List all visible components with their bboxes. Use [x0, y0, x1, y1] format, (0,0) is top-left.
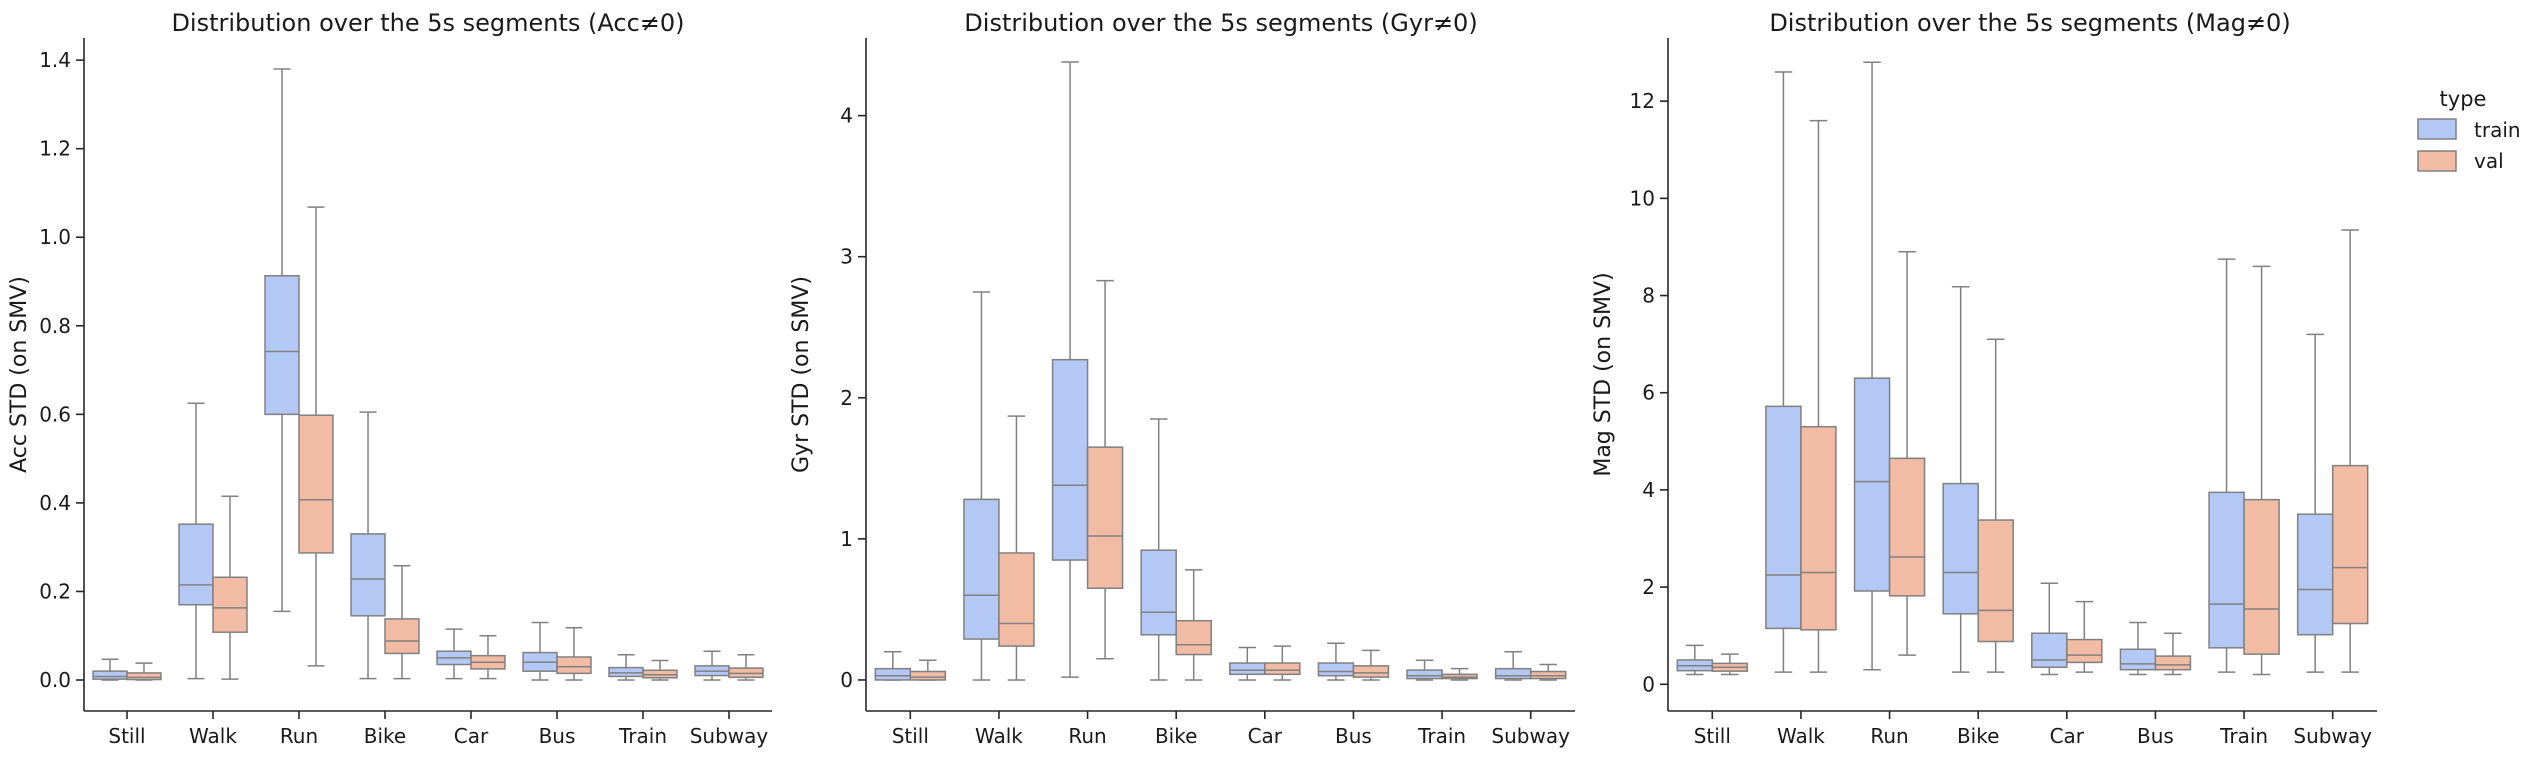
- box-bus-val: [1352, 665, 1390, 678]
- box-still-train: [92, 670, 128, 680]
- y-tick-label: 1.0: [39, 225, 71, 249]
- box-run-val: [298, 414, 334, 554]
- x-tick-label-still: Still: [108, 724, 145, 748]
- box-subway-train: [2296, 513, 2334, 636]
- box-walk-val: [998, 552, 1035, 647]
- y-tick-label: 1.4: [39, 48, 71, 72]
- box-walk-val: [1800, 425, 1837, 631]
- x-tick-label-train: Train: [618, 724, 667, 748]
- box-bike-val: [384, 618, 420, 655]
- y-tick-label: 0.8: [39, 314, 71, 338]
- box-train-train: [608, 666, 644, 678]
- box-bus-train: [2119, 648, 2157, 671]
- box-car-val: [1264, 662, 1301, 676]
- y-tick-label: 2: [840, 386, 853, 410]
- x-tick-label-car: Car: [454, 724, 489, 748]
- x-tick-label-walk: Walk: [1777, 724, 1825, 748]
- x-tick-label-bike: Bike: [1957, 724, 1999, 748]
- box-car-val: [2066, 638, 2103, 664]
- box-run-val: [1888, 457, 1926, 597]
- y-tick-label: 12: [1630, 89, 1655, 113]
- x-tick-label-walk: Walk: [189, 724, 237, 748]
- y-tick-label: 0.2: [39, 579, 71, 603]
- y-axis-label: Mag STD (on SMV): [1591, 272, 1616, 476]
- x-tick-label-bus: Bus: [1335, 724, 1372, 748]
- legend-swatch-val: [2417, 150, 2457, 172]
- y-tick-label: 10: [1630, 186, 1655, 210]
- box-still-val: [126, 672, 162, 681]
- x-tick-label-train: Train: [2219, 724, 2268, 748]
- box-bike-val: [1175, 619, 1212, 656]
- box-walk-val: [212, 576, 248, 633]
- legend-label-train: train: [2474, 118, 2521, 142]
- x-tick-label-bike: Bike: [364, 724, 406, 748]
- y-tick-label: 0.6: [39, 402, 71, 426]
- chart-title: Distribution over the 5s segments (Gyr≠0…: [964, 9, 1477, 37]
- legend-swatch-train: [2417, 118, 2457, 140]
- box-still-train: [874, 667, 912, 681]
- box-bike-train: [350, 533, 386, 617]
- box-subway-val: [2331, 464, 2369, 625]
- box-run-val: [1086, 446, 1124, 590]
- x-tick-label-run: Run: [1068, 724, 1106, 748]
- box-subway-train: [1494, 667, 1532, 680]
- chart-panel-gyr: Distribution over the 5s segments (Gyr≠0…: [789, 9, 1575, 748]
- x-tick-label-subway: Subway: [2293, 724, 2372, 748]
- box-walk-train: [178, 523, 214, 606]
- box-bike-train: [1140, 549, 1177, 636]
- x-tick-label-bus: Bus: [539, 724, 576, 748]
- box-run-train: [264, 275, 300, 416]
- x-tick-label-bike: Bike: [1155, 724, 1197, 748]
- y-tick-label: 4: [1642, 478, 1655, 502]
- x-tick-label-car: Car: [1248, 724, 1283, 748]
- chart-panel-mag: Distribution over the 5s segments (Mag≠0…: [1591, 9, 2377, 748]
- box-bus-train: [1317, 662, 1355, 677]
- y-tick-label: 0.4: [39, 491, 71, 515]
- box-car-train: [2031, 632, 2068, 669]
- y-tick-label: 8: [1642, 284, 1655, 308]
- legend: type train val: [2417, 87, 2521, 173]
- y-tick-label: 4: [840, 104, 853, 128]
- x-tick-label-still: Still: [1694, 724, 1731, 748]
- x-tick-label-still: Still: [892, 724, 929, 748]
- box-run-train: [1853, 377, 1891, 592]
- box-car-train: [1229, 662, 1266, 676]
- x-tick-label-bus: Bus: [2137, 724, 2174, 748]
- box-bus-val: [2154, 655, 2192, 671]
- y-tick-label: 0.0: [39, 668, 71, 692]
- y-tick-label: 0: [840, 668, 853, 692]
- y-axis-label: Gyr STD (on SMV): [789, 276, 814, 473]
- x-tick-label-subway: Subway: [1491, 724, 1570, 748]
- y-tick-label: 0: [1642, 672, 1655, 696]
- x-tick-label-run: Run: [280, 724, 318, 748]
- y-axis-label: Acc STD (on SMV): [7, 276, 32, 473]
- box-run-train: [1051, 358, 1089, 561]
- legend-label-val: val: [2474, 149, 2504, 173]
- box-still-val: [909, 670, 947, 681]
- box-train-val: [2243, 498, 2280, 655]
- y-tick-label: 3: [840, 245, 853, 269]
- y-tick-label: 1.2: [39, 137, 71, 161]
- box-train-train: [2208, 491, 2245, 649]
- x-tick-label-walk: Walk: [975, 724, 1023, 748]
- y-tick-label: 1: [840, 527, 853, 551]
- box-bike-train: [1942, 482, 1979, 615]
- y-tick-label: 2: [1642, 575, 1655, 599]
- chart-title: Distribution over the 5s segments (Acc≠0…: [171, 9, 684, 37]
- x-tick-label-car: Car: [2050, 724, 2085, 748]
- legend-title: type: [2440, 87, 2487, 111]
- box-walk-train: [1765, 405, 1802, 630]
- box-bike-val: [1977, 519, 2014, 643]
- chart-title: Distribution over the 5s segments (Mag≠0…: [1769, 9, 2290, 37]
- box-walk-train: [963, 498, 1000, 640]
- chart-panel-acc: Distribution over the 5s segments (Acc≠0…: [7, 9, 772, 748]
- x-tick-label-run: Run: [1870, 724, 1908, 748]
- box-train-train: [1406, 669, 1443, 680]
- box-bus-val: [556, 656, 592, 675]
- x-tick-label-train: Train: [1417, 724, 1466, 748]
- y-tick-label: 6: [1642, 381, 1655, 405]
- x-tick-label-subway: Subway: [690, 724, 769, 748]
